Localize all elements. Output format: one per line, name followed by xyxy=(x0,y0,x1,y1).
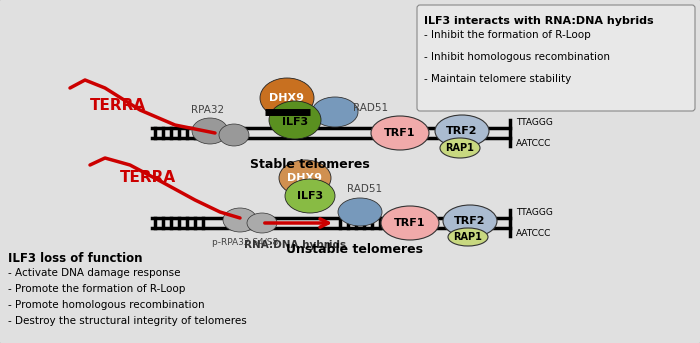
Ellipse shape xyxy=(223,208,257,232)
Text: ILF3 interacts with RNA:DNA hybrids: ILF3 interacts with RNA:DNA hybrids xyxy=(424,16,654,26)
Text: TERRA: TERRA xyxy=(90,97,146,113)
Text: AATCCC: AATCCC xyxy=(516,229,552,238)
Text: RAP1: RAP1 xyxy=(454,232,482,242)
Text: RPA32: RPA32 xyxy=(191,105,225,115)
Ellipse shape xyxy=(279,160,331,196)
Text: ILF3: ILF3 xyxy=(282,117,308,127)
Ellipse shape xyxy=(371,116,429,150)
Text: Stable telomeres: Stable telomeres xyxy=(250,158,370,171)
Text: TRF2: TRF2 xyxy=(447,126,477,136)
Text: RAD51: RAD51 xyxy=(353,103,388,113)
Text: RAP1: RAP1 xyxy=(446,143,475,153)
Text: - Inhibit homologous recombination: - Inhibit homologous recombination xyxy=(424,52,610,62)
Text: TERRA: TERRA xyxy=(120,170,176,186)
Text: ILF3: ILF3 xyxy=(297,191,323,201)
Ellipse shape xyxy=(312,97,358,127)
Ellipse shape xyxy=(247,213,277,233)
Text: Unstable telomeres: Unstable telomeres xyxy=(286,243,424,256)
Ellipse shape xyxy=(269,101,321,139)
Text: - Maintain telomere stability: - Maintain telomere stability xyxy=(424,74,571,84)
Text: - Activate DNA damage response: - Activate DNA damage response xyxy=(8,268,181,278)
Ellipse shape xyxy=(435,115,489,147)
Ellipse shape xyxy=(219,124,249,146)
Text: AATCCC: AATCCC xyxy=(516,139,552,148)
Text: RNA:DNA hybrids: RNA:DNA hybrids xyxy=(244,240,346,250)
Ellipse shape xyxy=(338,198,382,226)
Text: - Promote the formation of R-Loop: - Promote the formation of R-Loop xyxy=(8,284,186,294)
Ellipse shape xyxy=(448,228,488,246)
Text: TTAGGG: TTAGGG xyxy=(516,118,553,127)
Text: - Promote homologous recombination: - Promote homologous recombination xyxy=(8,300,204,310)
Text: RAD51: RAD51 xyxy=(347,184,383,194)
Ellipse shape xyxy=(381,206,439,240)
Text: DHX9: DHX9 xyxy=(288,173,323,183)
Ellipse shape xyxy=(440,138,480,158)
Text: p-RPA32 S4/S8: p-RPA32 S4/S8 xyxy=(212,238,278,247)
Ellipse shape xyxy=(192,118,228,144)
Text: TTAGGG: TTAGGG xyxy=(516,208,553,217)
Text: DHX9: DHX9 xyxy=(270,93,304,103)
Text: ILF3 loss of function: ILF3 loss of function xyxy=(8,252,143,265)
Text: TRF1: TRF1 xyxy=(384,128,416,138)
Ellipse shape xyxy=(285,179,335,213)
Text: TRF2: TRF2 xyxy=(454,216,486,226)
Text: TRF1: TRF1 xyxy=(394,218,426,228)
FancyBboxPatch shape xyxy=(417,5,695,111)
Text: - Destroy the structural integrity of telomeres: - Destroy the structural integrity of te… xyxy=(8,316,246,326)
Text: - Inhibit the formation of R-Loop: - Inhibit the formation of R-Loop xyxy=(424,30,591,40)
Ellipse shape xyxy=(443,205,497,237)
Ellipse shape xyxy=(260,78,314,118)
